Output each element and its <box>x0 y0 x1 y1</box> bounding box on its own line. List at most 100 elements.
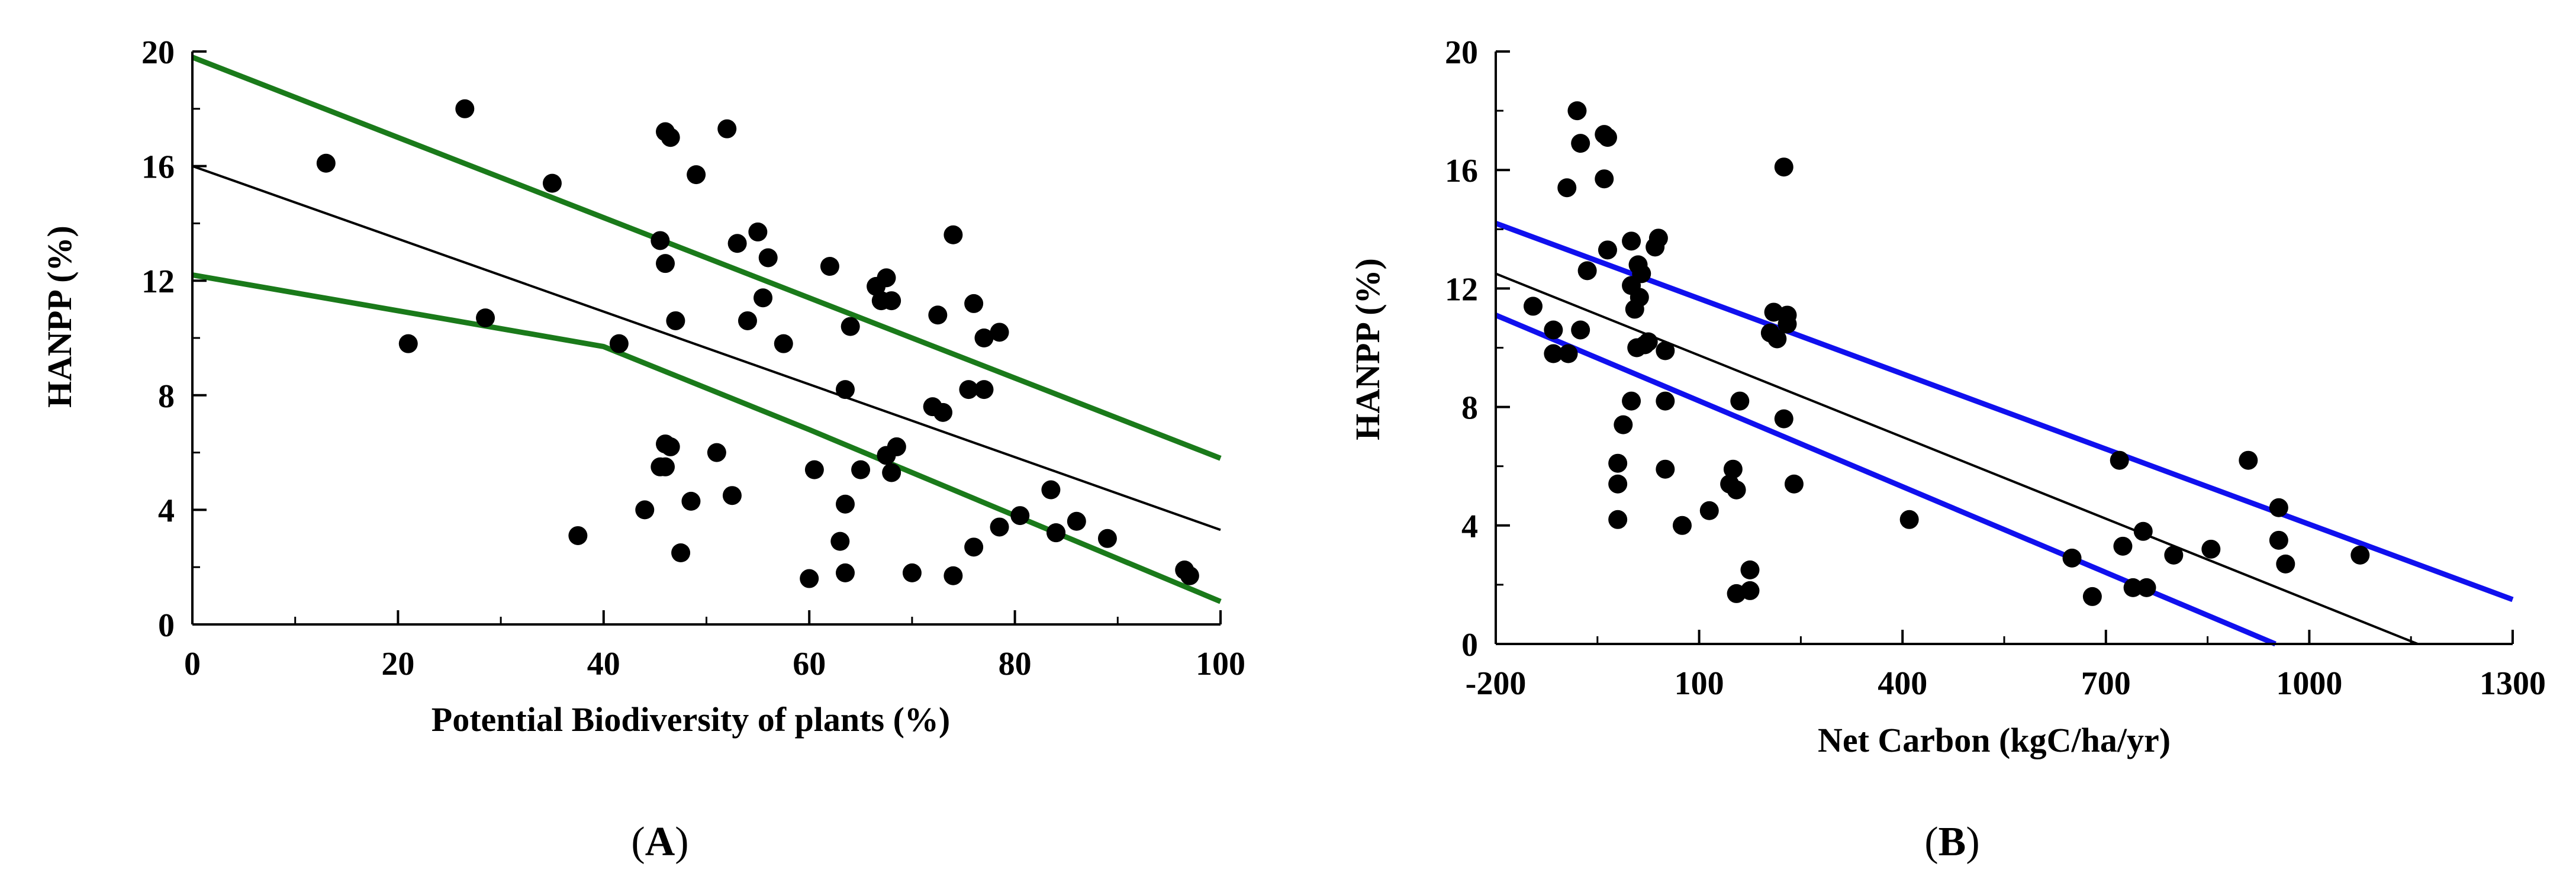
chart-b-data-point <box>2239 450 2258 470</box>
chart-a-data-point <box>681 491 701 511</box>
chart-a-data-point <box>835 494 855 514</box>
chart-a-data-point <box>928 305 948 325</box>
chart-b-x-axis-title: Net Carbon (kgC/ha/yr) <box>1818 721 2171 759</box>
chart-b-data-point <box>1656 391 1675 411</box>
chart-b-data-point <box>1727 480 1746 500</box>
chart-b-data-point <box>1630 288 1649 307</box>
chart-b-data-point <box>1656 459 1675 479</box>
chart-b-data-point <box>1544 320 1563 340</box>
chart-a-data-point <box>316 153 336 173</box>
chart-a-line-lower-bound <box>192 272 1222 604</box>
chart-a-axes <box>191 50 1222 626</box>
chart-a-data-point <box>1067 511 1086 531</box>
chart-a-points <box>316 99 1199 588</box>
chart-b-x-tick-label: 400 <box>1878 665 1927 702</box>
chart-b-data-point <box>1577 261 1597 281</box>
chart-a-tick-labels: 0 20 40 60 80 100 0 4 8 12 16 20 <box>141 34 1245 682</box>
chart-a-y-tick-label: 8 <box>158 378 175 415</box>
chart-b-data-point <box>2269 498 2288 517</box>
chart-a-data-point <box>974 380 994 400</box>
chart-b-data-point <box>1598 240 1617 260</box>
chart-a-data-point <box>568 526 588 545</box>
chart-b-data-point <box>1622 391 1641 411</box>
chart-b-data-point <box>2123 578 2143 597</box>
chart-a-data-point <box>974 328 994 347</box>
chart-b-line-fit <box>1495 272 2419 645</box>
chart-b-data-point <box>1740 560 1760 579</box>
chart-b-x-tick-label: 100 <box>1675 665 1724 702</box>
chart-b-data-point <box>1723 459 1743 479</box>
chart-b-data-point <box>1656 341 1675 360</box>
chart-a-data-point <box>455 99 475 118</box>
chart-b-x-tick-label: -200 <box>1466 665 1527 702</box>
chart-b-data-point <box>1523 297 1543 316</box>
chart-b-data-point <box>2269 530 2288 550</box>
chart-b-data-point <box>1598 128 1617 147</box>
chart-a-data-point <box>656 457 675 476</box>
chart-a-data-point <box>748 222 768 241</box>
chart-a-data-point <box>1041 480 1061 500</box>
chart-a-data-point <box>877 268 896 288</box>
chart-a-data-point <box>820 257 839 276</box>
chart-b-data-point <box>1544 344 1563 363</box>
chart-a-x-axis-title: Potential Biodiversity of plants (%) <box>432 700 950 739</box>
chart-b-data-point <box>2137 578 2156 597</box>
chart-a-data-point <box>661 128 680 147</box>
chart-a-data-point <box>651 231 670 250</box>
chart-b-data-point <box>1608 453 1628 473</box>
chart-b-data-point <box>2276 554 2295 574</box>
chart-b-data-point <box>1632 264 1651 284</box>
chart-a-data-point <box>717 119 737 138</box>
chart-b-x-tick-label: 1300 <box>2480 665 2546 702</box>
chart-a-data-point <box>398 334 418 353</box>
chart-b-data-point <box>1778 314 1797 334</box>
chart-a-data-point <box>1046 523 1066 543</box>
chart-b-data-point <box>1784 474 1804 494</box>
chart-a-data-point <box>671 543 691 562</box>
chart-a-data-point <box>944 225 963 244</box>
chart-a-data-point <box>800 569 819 588</box>
chart-b-data-point <box>1595 169 1614 189</box>
chart-b-y-tick-label: 20 <box>1445 34 1478 71</box>
chart-a-data-point <box>933 402 953 422</box>
chart-a-data-point <box>964 537 984 557</box>
chart-a-line-upper-bound <box>191 54 1222 461</box>
chart-b-data-point <box>2164 545 2184 565</box>
chart-b-x-tick-label: 700 <box>2081 665 2131 702</box>
chart-b-y-tick-label: 16 <box>1445 153 1478 189</box>
chart-b-y-tick-label: 0 <box>1461 627 1478 663</box>
chart-b-x-tick-label: 1000 <box>2276 665 2342 702</box>
chart-a-y-tick-label: 20 <box>141 34 175 71</box>
chart-b-y-tick-label: 12 <box>1445 271 1478 308</box>
chart-a-data-point <box>1097 529 1117 548</box>
chart-b-data-point <box>1774 409 1793 429</box>
chart-a-data-point <box>835 380 855 400</box>
chart-a-data-point <box>707 443 726 462</box>
chart-b-y-tick-label: 4 <box>1461 508 1478 545</box>
chart-b-data-point <box>1699 501 1719 520</box>
chart-b-data-point <box>2062 548 2082 568</box>
chart-a-data-point <box>758 248 778 268</box>
chart-a-y-axis-title: HANPP (%) <box>40 226 79 408</box>
chart-b-data-point <box>1557 178 1577 198</box>
chart-a-data-point <box>835 563 855 582</box>
chart-b-axes <box>1495 50 2514 645</box>
chart-a-x-tick-label: 100 <box>1196 646 1245 682</box>
chart-b-data-point <box>2201 539 2221 559</box>
chart-a-data-point <box>738 311 757 330</box>
chart-b-data-point <box>1614 415 1633 434</box>
chart-a-data-point <box>959 380 978 400</box>
chart-a-data-point <box>851 460 871 479</box>
chart-a-panel-label: (A) <box>631 819 688 865</box>
chart-b-data-point <box>2133 521 2153 541</box>
chart-a-x-tick-label: 0 <box>184 646 201 682</box>
chart-a-y-tick-label: 0 <box>158 607 175 644</box>
chart-b-data-point <box>1899 510 1919 529</box>
chart-a-x-tick-label: 20 <box>381 646 414 682</box>
chart-b-data-point <box>1767 329 1787 349</box>
chart-a-data-point <box>882 291 901 311</box>
chart-a-data-point <box>656 254 675 273</box>
chart-panel-b: -200 100 400 700 1000 1300 0 4 8 12 16 20 Net Carbo… <box>1348 34 2546 865</box>
chart-b-data-point <box>2110 450 2129 470</box>
